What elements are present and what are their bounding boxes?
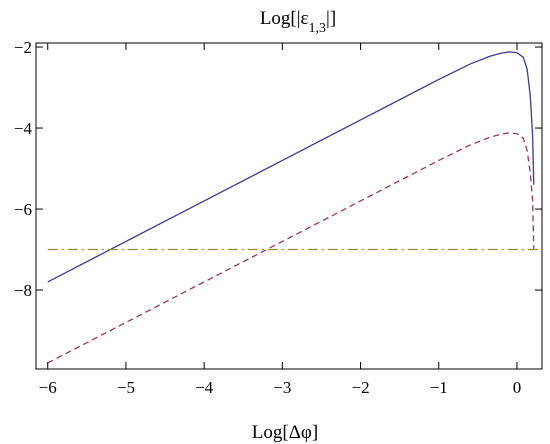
plot-frame [35,42,543,370]
x-axis-title: Log[Δφ] [252,422,318,443]
x-tick-label-1: −5 [117,378,135,397]
x-tick-label-0: −6 [39,378,57,397]
y-tick-label-2: −4 [14,119,33,138]
y-tick-label-0: −8 [14,281,32,300]
chart-title: Log[|ε1,3|] [260,8,336,36]
plot-layer [47,51,541,364]
x-tick-label-6: 0 [513,378,522,397]
x-tick-label-4: −2 [352,378,370,397]
series-line-1-solid [47,51,535,283]
x-tick-label-2: −4 [195,378,214,397]
x-tick-label-5: −1 [430,378,448,397]
y-tick-label-3: −2 [14,38,32,57]
x-tick-label-3: −3 [273,378,291,397]
y-tick-label-1: −6 [14,200,32,219]
tick-layer: −6 −5 −4 −3 −2 −1 0 −8 −6 −4 −2 [14,38,542,397]
series-line-2-dashed [47,132,535,364]
